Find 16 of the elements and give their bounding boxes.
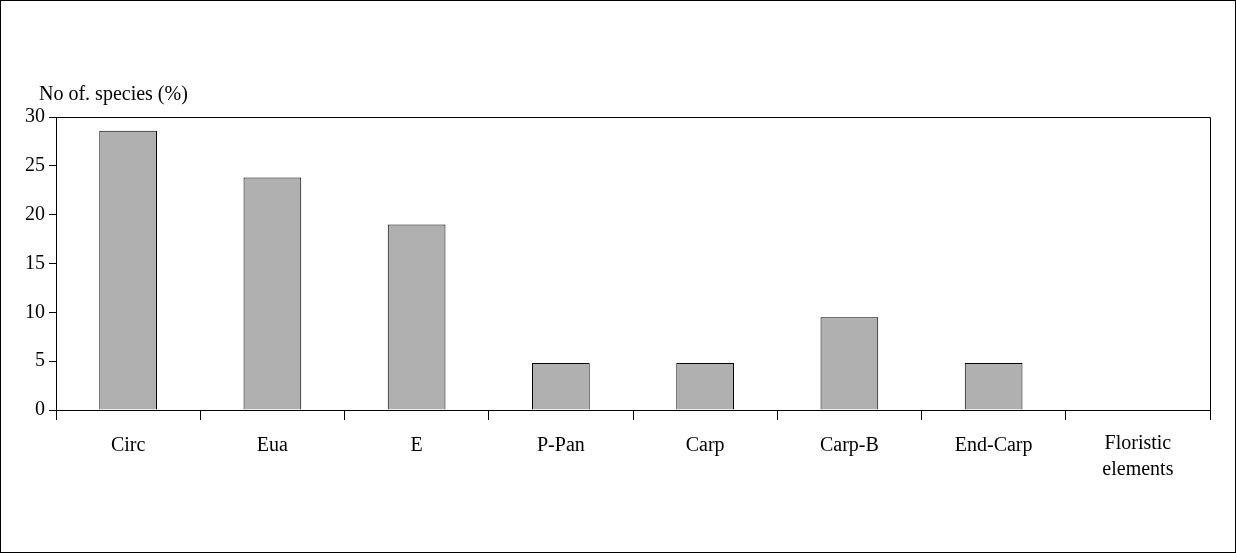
y-tick-label: 0 — [35, 397, 45, 420]
x-axis-title: Floristic elements — [1102, 431, 1174, 480]
x-tick-label: P-Pan — [536, 433, 585, 456]
x-tick-label: End-Carp — [954, 433, 1033, 457]
y-tick-label: 15 — [25, 250, 45, 273]
x-tick-label: E — [410, 433, 423, 456]
x-tick-label: Carp-B — [819, 433, 879, 457]
y-tick-label: 5 — [35, 348, 45, 371]
y-tick-label: 25 — [25, 153, 45, 176]
x-tick-label: Carp — [685, 433, 725, 457]
y-tick-label: 20 — [25, 201, 45, 224]
x-tick-label: Eua — [256, 433, 289, 456]
y-axis-title: No of. species (%) — [39, 82, 188, 106]
x-tick-label: Circ — [110, 433, 146, 456]
y-tick-label: 30 — [25, 104, 45, 127]
y-tick-label: 10 — [25, 299, 45, 322]
